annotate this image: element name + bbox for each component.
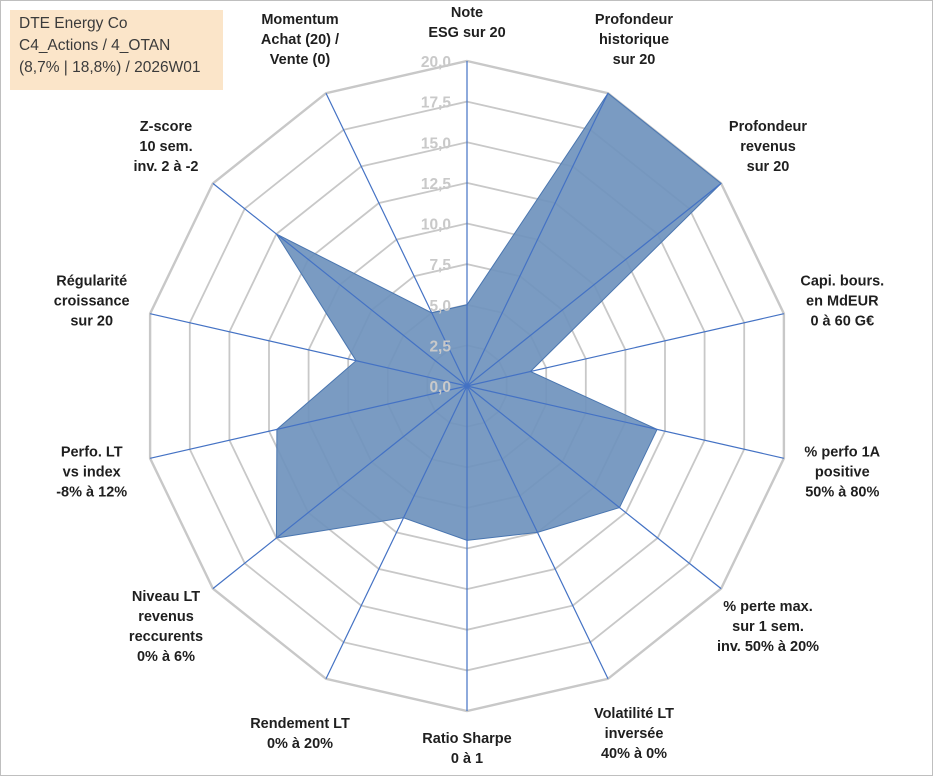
category-label: C4_Actions / 4_OTAN [19, 37, 171, 54]
axis-label-line: inv. 2 à -2 [133, 159, 198, 175]
axis-label-line: reccurents [129, 629, 203, 645]
axis-label-line: positive [815, 465, 870, 481]
tick-label: 0,0 [429, 379, 451, 396]
axis-label-line: 0% à 20% [267, 736, 333, 752]
axis-label: % perfo 1A positive 50% à 80% [804, 445, 880, 501]
axis-spoke [149, 385, 468, 459]
axis-spoke [212, 182, 468, 387]
axis-label-line: Vente (0) [270, 52, 331, 68]
axis-spoke [149, 313, 468, 387]
axis-label-text: Momentum Achat (20) / Vente (0) [261, 12, 339, 68]
axis-label-line: Profondeur [595, 12, 673, 28]
tick-label: 5,0 [429, 298, 451, 315]
radar-tick-labels: 0,0 2,5 5,0 7,5 10,0 12,5 15,0 17,5 20,0 [421, 54, 452, 396]
axis-label-line: 10 sem. [139, 139, 192, 155]
axis-label: Perfo. LT vs index -8% à 12% [56, 445, 127, 501]
axis-spoke [466, 385, 609, 680]
axis-spoke [466, 385, 785, 459]
axis-label-line: ESG sur 20 [428, 25, 505, 41]
axis-spoke [325, 385, 468, 680]
axis-spoke [466, 182, 722, 387]
axis-label: Momentum Achat (20) / Vente (0) [261, 12, 339, 68]
axis-label-line: Niveau LT [132, 589, 200, 605]
axis-label-text: Régularité croissance sur 20 [54, 273, 130, 329]
axis-spoke [466, 313, 785, 387]
axis-label-line: 50% à 80% [805, 485, 879, 501]
axis-label-line: -8% à 12% [56, 485, 127, 501]
axis-label-line: sur 1 sem. [732, 619, 804, 635]
axis-label-line: Profondeur [729, 119, 807, 135]
tick-label: 10,0 [421, 217, 451, 234]
axis-spoke [212, 385, 468, 590]
axis-label-text: Volatilité LT inversée 40% à 0% [594, 706, 674, 762]
axis-label-line: Régularité [56, 273, 127, 289]
axis-label-line: Rendement LT [250, 716, 350, 732]
axis-label-line: inversée [605, 726, 664, 742]
axis-label-line: Ratio Sharpe [422, 731, 511, 747]
axis-label: Ratio Sharpe 0 à 1 [422, 731, 511, 767]
radar-spokes [149, 61, 785, 711]
axis-label-line: % perfo 1A [804, 445, 880, 461]
axis-label: Capi. bours. en MdEUR 0 à 60 G€ [800, 273, 884, 329]
axis-spoke [325, 92, 468, 387]
axis-label-text: Profondeur historique sur 20 [595, 12, 673, 68]
period-label: (8,7% | 18,8%) / 2026W01 [19, 59, 201, 76]
axis-label: Rendement LT 0% à 20% [250, 716, 350, 752]
chart-title-box: DTE Energy Co C4_Actions / 4_OTAN (8,7% … [10, 10, 223, 90]
axis-label-line: historique [599, 32, 669, 48]
axis-label-line: Note [451, 5, 483, 21]
axis-spoke [466, 385, 722, 590]
axis-label-line: Volatilité LT [594, 706, 674, 722]
axis-label-text: Rendement LT 0% à 20% [250, 716, 350, 752]
axis-label: Note ESG sur 20 [428, 5, 505, 41]
axis-label: Profondeur historique sur 20 [595, 12, 673, 68]
tick-label: 15,0 [421, 135, 451, 152]
axis-label-line: croissance [54, 293, 130, 309]
tick-label: 20,0 [421, 54, 451, 71]
axis-label-line: en MdEUR [806, 293, 879, 309]
axis-label-text: Z-score 10 sem. inv. 2 à -2 [133, 119, 198, 175]
tick-label: 12,5 [421, 176, 452, 193]
axis-label-line: sur 20 [747, 159, 790, 175]
axis-label-line: 0 à 1 [451, 751, 483, 767]
axis-label: Régularité croissance sur 20 [54, 273, 130, 329]
radar-axis-labels: Note ESG sur 20 Profondeur historique sur 20… [54, 5, 884, 767]
axis-label-line: sur 20 [613, 52, 656, 68]
company-name: DTE Energy Co [19, 15, 128, 32]
tick-label: 7,5 [429, 257, 451, 274]
axis-label-line: Momentum [261, 12, 338, 28]
axis-label-text: % perte max. sur 1 sem. inv. 50% à 20% [717, 599, 819, 655]
axis-label-line: 0% à 6% [137, 649, 195, 665]
axis-label-text: Niveau LT revenus reccurents 0% à 6% [129, 589, 203, 665]
axis-label: Niveau LT revenus reccurents 0% à 6% [129, 589, 203, 665]
axis-label-text: Profondeur revenus sur 20 [729, 119, 807, 175]
axis-label-line: 40% à 0% [601, 746, 667, 762]
axis-label-line: revenus [138, 609, 194, 625]
axis-label-line: vs index [63, 465, 121, 481]
axis-label-text: Note ESG sur 20 [428, 5, 505, 41]
axis-label-line: 0 à 60 G€ [810, 313, 874, 329]
axis-label-line: inv. 50% à 20% [717, 639, 819, 655]
axis-label: Z-score 10 sem. inv. 2 à -2 [133, 119, 198, 175]
axis-label-line: Achat (20) / [261, 32, 339, 48]
axis-label-line: sur 20 [70, 313, 113, 329]
axis-spoke [466, 92, 609, 387]
axis-label-text: Perfo. LT vs index -8% à 12% [56, 445, 127, 501]
axis-label: % perte max. sur 1 sem. inv. 50% à 20% [717, 599, 819, 655]
axis-label-line: % perte max. [723, 599, 812, 615]
tick-label: 2,5 [429, 338, 451, 355]
axis-label: Volatilité LT inversée 40% à 0% [594, 706, 674, 762]
axis-label: Profondeur revenus sur 20 [729, 119, 807, 175]
axis-label-line: Perfo. LT [61, 445, 123, 461]
axis-label-line: revenus [740, 139, 796, 155]
axis-label-text: Capi. bours. en MdEUR 0 à 60 G€ [800, 273, 884, 329]
axis-label-text: % perfo 1A positive 50% à 80% [804, 445, 880, 501]
axis-label-text: Ratio Sharpe 0 à 1 [422, 731, 511, 767]
axis-label-line: Capi. bours. [800, 273, 884, 289]
axis-label-line: Z-score [140, 119, 192, 135]
tick-label: 17,5 [421, 95, 452, 112]
